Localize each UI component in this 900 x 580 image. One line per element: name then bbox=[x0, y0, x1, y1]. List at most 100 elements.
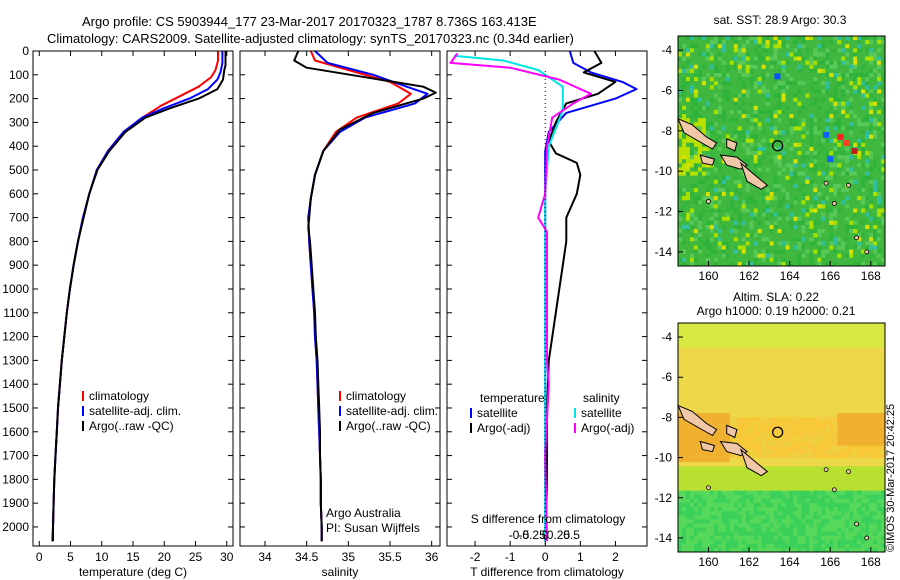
map-y-tick-label: -10 bbox=[655, 451, 673, 465]
timestamp-stamp: ©IMOS 30-Mar-2017 20:42:25 bbox=[885, 404, 897, 552]
sst-anomaly-cell bbox=[837, 133, 844, 140]
legend-label: temperature bbox=[480, 391, 545, 405]
legend-label: Argo(..raw -QC) bbox=[89, 419, 174, 433]
sst-map: 160 162 164 166 168 -4 -6 -8 -10 -12 -14 sat. SST: … bbox=[655, 13, 886, 283]
annotation-line-1: Argo Australia bbox=[326, 506, 401, 520]
map-x-tick-label: 162 bbox=[739, 555, 759, 569]
y-tick-label: 2000 bbox=[2, 520, 29, 534]
top-tick-label: 0.25 bbox=[547, 528, 571, 542]
y-tick-label: 1400 bbox=[2, 377, 29, 391]
map-frame bbox=[677, 35, 886, 267]
map-y-tick-label: -14 bbox=[655, 245, 673, 259]
y-tick-label: 500 bbox=[9, 163, 29, 177]
sst-anomaly-cell bbox=[823, 131, 830, 138]
series-s-argo-adj- bbox=[449, 52, 592, 542]
islet bbox=[706, 199, 711, 204]
x-tick-label: 34 bbox=[258, 550, 272, 564]
sst-map-title: sat. SST: 28.9 Argo: 30.3 bbox=[714, 13, 847, 27]
sst-anomaly-cell bbox=[843, 139, 850, 146]
sla-map-title-1: Altim. SLA: 0.22 bbox=[733, 290, 819, 304]
sla-map: 160 162 164 166 168 -4 -6 -8 -10 -12 -14 Altim. SLA… bbox=[655, 290, 886, 569]
islet bbox=[706, 485, 711, 491]
map-x-tick-label: 162 bbox=[739, 269, 759, 283]
map-x-tick-label: 168 bbox=[861, 269, 881, 283]
map-y-tick-label: -12 bbox=[655, 205, 673, 219]
map-y-tick-label: -4 bbox=[661, 43, 672, 57]
map-y-tick-label: -12 bbox=[655, 491, 673, 505]
legend-label: satellite bbox=[581, 406, 622, 420]
x-axis-label: temperature (deg C) bbox=[79, 565, 187, 579]
top-tick-label: -0.25 bbox=[518, 528, 546, 542]
island bbox=[739, 161, 769, 190]
island bbox=[699, 440, 716, 453]
islet bbox=[854, 235, 859, 241]
top-axis-label: S difference from climatology bbox=[471, 512, 626, 526]
sst-anomaly-cell bbox=[851, 148, 858, 154]
salinity-panel: 34 34.5 35 35.5 36 salinity climatologysatelli… bbox=[239, 50, 441, 579]
y-tick-label: 1900 bbox=[2, 496, 29, 510]
x-tick-label: 0 bbox=[542, 550, 549, 564]
island bbox=[677, 404, 718, 437]
x-tick-label: 1 bbox=[577, 550, 584, 564]
legend-label: climatology bbox=[346, 389, 406, 403]
x-tick-label: 15 bbox=[126, 550, 140, 564]
x-tick-label: -1 bbox=[505, 550, 516, 564]
x-tick-label: 5 bbox=[67, 550, 74, 564]
top-tick-label: 0.5 bbox=[563, 528, 580, 542]
x-tick-label: -2 bbox=[470, 550, 481, 564]
sst-field bbox=[678, 36, 886, 267]
map-y-tick-label: -8 bbox=[661, 410, 672, 424]
legend-label: salinity bbox=[583, 391, 620, 405]
temperature-panel: 0 5 10 15 20 25 300100200300400500600700800900… bbox=[2, 44, 233, 579]
difference-panel: -2 -1 0 1 2T difference from climatology temp… bbox=[446, 50, 648, 579]
series-argo-raw-qc- bbox=[52, 51, 227, 542]
header-line-2: Climatology: CARS2009. Satellite-adjuste… bbox=[47, 31, 574, 46]
x-tick-label: 20 bbox=[158, 550, 172, 564]
y-tick-label: 1600 bbox=[2, 425, 29, 439]
legend-label: satellite-adj. clim. bbox=[346, 404, 438, 418]
islet bbox=[823, 180, 829, 186]
x-tick-label: 2 bbox=[612, 550, 619, 564]
islet bbox=[846, 182, 851, 188]
sst-anomaly-cell bbox=[827, 156, 834, 163]
y-tick-label: 100 bbox=[9, 68, 29, 82]
y-tick-label: 700 bbox=[9, 211, 29, 225]
map-y-tick-label: -6 bbox=[661, 83, 672, 97]
island bbox=[739, 448, 769, 477]
map-x-tick-label: 164 bbox=[780, 555, 800, 569]
map-x-tick-label: 160 bbox=[698, 269, 718, 283]
legend-label: satellite-adj. clim. bbox=[89, 404, 181, 418]
y-tick-label: 600 bbox=[9, 187, 29, 201]
series-t-argo-adj- bbox=[544, 50, 617, 542]
islet bbox=[864, 535, 870, 541]
islet bbox=[831, 201, 837, 206]
map-x-tick-label: 166 bbox=[820, 555, 840, 569]
map-y-tick-label: -6 bbox=[661, 370, 672, 384]
y-tick-label: 1200 bbox=[2, 330, 29, 344]
island bbox=[699, 154, 716, 166]
argo-float-marker bbox=[771, 140, 784, 152]
island bbox=[726, 138, 738, 152]
top-tick-label: -0.5 bbox=[509, 528, 530, 542]
legend-label: Argo(-adj) bbox=[581, 421, 634, 435]
y-tick-label: 900 bbox=[9, 258, 29, 272]
y-tick-label: 300 bbox=[9, 115, 29, 129]
x-tick-label: 30 bbox=[220, 550, 234, 564]
y-tick-label: 1300 bbox=[2, 353, 29, 367]
sla-map-title-2: Argo h1000: 0.19 h2000: 0.21 bbox=[697, 304, 856, 318]
islet bbox=[823, 467, 829, 473]
plot-frame bbox=[446, 50, 648, 547]
islet bbox=[831, 487, 837, 493]
x-tick-label: 35 bbox=[342, 550, 356, 564]
islet bbox=[864, 249, 870, 255]
map-y-tick-label: -4 bbox=[661, 330, 672, 344]
x-tick-label: 10 bbox=[95, 550, 109, 564]
y-tick-label: 800 bbox=[9, 234, 29, 248]
islet bbox=[854, 521, 859, 527]
y-tick-label: 1500 bbox=[2, 401, 29, 415]
map-x-tick-label: 166 bbox=[820, 269, 840, 283]
y-tick-label: 0 bbox=[22, 44, 29, 58]
plot-frame bbox=[239, 50, 441, 547]
x-tick-label: 0 bbox=[36, 550, 43, 564]
